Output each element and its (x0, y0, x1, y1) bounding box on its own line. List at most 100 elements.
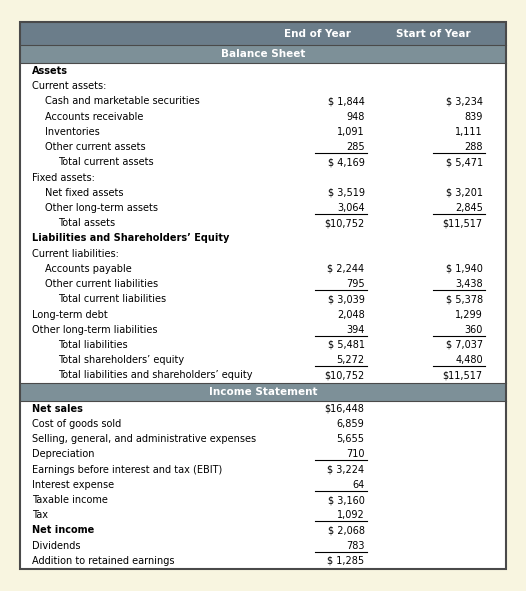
Text: Total current liabilities: Total current liabilities (58, 294, 166, 304)
Text: 3,064: 3,064 (337, 203, 365, 213)
Bar (20, 200, 506, 216)
Text: Long-term debt: Long-term debt (32, 310, 107, 320)
Text: 3,438: 3,438 (455, 279, 483, 289)
Text: 288: 288 (464, 142, 483, 152)
Text: $11,517: $11,517 (443, 218, 483, 228)
Text: Current liabilities:: Current liabilities: (32, 249, 118, 259)
Text: Addition to retained earnings: Addition to retained earnings (32, 556, 174, 566)
Bar (20, 231, 506, 246)
Bar (20, 337, 506, 353)
Bar (20, 462, 506, 477)
Text: Liabilities and Shareholders’ Equity: Liabilities and Shareholders’ Equity (32, 233, 229, 243)
Text: $ 1,844: $ 1,844 (328, 96, 365, 106)
Text: Net sales: Net sales (32, 404, 83, 414)
Bar (20, 124, 506, 139)
Text: 64: 64 (352, 480, 365, 490)
Bar (20, 155, 506, 170)
Bar (20, 401, 506, 416)
Text: Taxable income: Taxable income (32, 495, 107, 505)
Text: $ 2,244: $ 2,244 (327, 264, 365, 274)
Text: $ 3,519: $ 3,519 (328, 188, 365, 198)
Text: Assets: Assets (32, 66, 67, 76)
Text: Other current assets: Other current assets (45, 142, 145, 152)
Bar (20, 109, 506, 124)
Text: Net fixed assets: Net fixed assets (45, 188, 123, 198)
Text: $ 1,940: $ 1,940 (446, 264, 483, 274)
Text: Accounts receivable: Accounts receivable (45, 112, 143, 122)
Bar (20, 447, 506, 462)
Text: 2,048: 2,048 (337, 310, 365, 320)
Bar (20, 553, 506, 569)
Bar (20, 508, 506, 523)
Text: 1,111: 1,111 (455, 127, 483, 137)
Text: Inventories: Inventories (45, 127, 99, 137)
Text: Total current assets: Total current assets (58, 157, 154, 167)
Text: Accounts payable: Accounts payable (45, 264, 132, 274)
Bar (20, 538, 506, 553)
Text: Income Statement: Income Statement (209, 387, 317, 397)
Bar (20, 477, 506, 492)
Text: 285: 285 (346, 142, 365, 152)
Text: $10,752: $10,752 (324, 371, 365, 381)
Bar (20, 431, 506, 447)
Bar (20, 416, 506, 431)
Text: Start of Year: Start of Year (396, 29, 470, 39)
Text: $ 2,068: $ 2,068 (328, 525, 365, 535)
Text: $ 7,037: $ 7,037 (446, 340, 483, 350)
Text: Tax: Tax (32, 510, 47, 520)
Text: Balance Sheet: Balance Sheet (221, 49, 305, 59)
Text: 6,859: 6,859 (337, 419, 365, 429)
Text: Other current liabilities: Other current liabilities (45, 279, 158, 289)
Bar (20, 383, 506, 401)
Text: $16,448: $16,448 (325, 404, 365, 414)
Text: Other long-term assets: Other long-term assets (45, 203, 158, 213)
Text: End of Year: End of Year (284, 29, 351, 39)
Text: $ 5,378: $ 5,378 (446, 294, 483, 304)
Text: Dividends: Dividends (32, 541, 80, 551)
Text: 360: 360 (464, 324, 483, 335)
Bar (20, 185, 506, 200)
Text: Other long-term liabilities: Other long-term liabilities (32, 324, 157, 335)
Bar (20, 46, 506, 63)
Text: $10,752: $10,752 (324, 218, 365, 228)
Text: 1,091: 1,091 (337, 127, 365, 137)
Text: Net income: Net income (32, 525, 94, 535)
Text: Interest expense: Interest expense (32, 480, 114, 490)
Text: $ 3,224: $ 3,224 (327, 465, 365, 475)
Text: $ 3,160: $ 3,160 (328, 495, 365, 505)
Text: 5,272: 5,272 (337, 355, 365, 365)
Text: Total assets: Total assets (58, 218, 115, 228)
Text: Earnings before interest and tax (EBIT): Earnings before interest and tax (EBIT) (32, 465, 222, 475)
Text: 4,480: 4,480 (455, 355, 483, 365)
Text: $ 5,471: $ 5,471 (446, 157, 483, 167)
Bar (20, 22, 506, 46)
Text: Depreciation: Depreciation (32, 449, 94, 459)
Bar (20, 139, 506, 155)
Text: $ 3,201: $ 3,201 (446, 188, 483, 198)
Bar (20, 492, 506, 508)
Bar (20, 170, 506, 185)
Bar (20, 353, 506, 368)
Bar (20, 216, 506, 231)
Text: $ 4,169: $ 4,169 (328, 157, 365, 167)
Text: Current assets:: Current assets: (32, 81, 106, 91)
Bar (20, 523, 506, 538)
Text: 710: 710 (346, 449, 365, 459)
Text: $ 3,234: $ 3,234 (446, 96, 483, 106)
Bar (20, 79, 506, 94)
Bar (20, 63, 506, 79)
Text: $ 1,285: $ 1,285 (327, 556, 365, 566)
Bar (20, 261, 506, 277)
Text: $ 5,481: $ 5,481 (328, 340, 365, 350)
Bar (20, 246, 506, 261)
Text: 2,845: 2,845 (455, 203, 483, 213)
Bar (20, 368, 506, 383)
Bar (20, 277, 506, 292)
Text: 783: 783 (346, 541, 365, 551)
Text: 394: 394 (346, 324, 365, 335)
Text: 1,299: 1,299 (455, 310, 483, 320)
Text: Total liabilities: Total liabilities (58, 340, 127, 350)
Text: 839: 839 (464, 112, 483, 122)
Bar (20, 307, 506, 322)
Text: 1,092: 1,092 (337, 510, 365, 520)
